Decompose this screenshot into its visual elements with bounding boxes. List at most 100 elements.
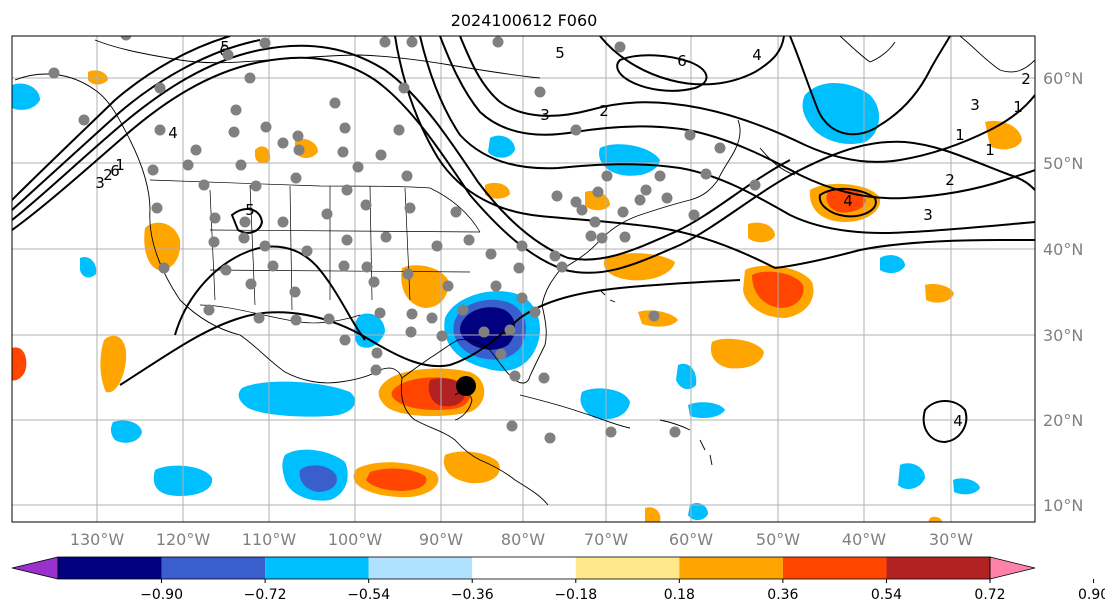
- contour-label: 4: [168, 124, 178, 142]
- station-dot: [688, 209, 700, 221]
- station-dot: [556, 261, 568, 273]
- height-contours: [12, 36, 1035, 444]
- station-dot: [601, 170, 613, 182]
- station-dot: [239, 216, 251, 228]
- station-dot: [222, 49, 234, 61]
- station-dot: [337, 146, 349, 158]
- colorbar-extend-high: [989, 556, 1036, 580]
- contour-label: 1: [1013, 98, 1023, 116]
- station-dot: [158, 262, 170, 274]
- contour-label: 2: [945, 171, 955, 189]
- latitude-labels: 60°N 50°N 40°N 30°N 20°N 10°N: [1043, 69, 1083, 515]
- station-dot: [339, 122, 351, 134]
- station-dot: [203, 304, 215, 316]
- station-dot: [267, 260, 279, 272]
- station-dot: [321, 208, 333, 220]
- contour-label: 3: [540, 106, 550, 124]
- longitude-label: 70°W: [584, 530, 628, 549]
- station-dot: [401, 170, 413, 182]
- colorbar-segment: [679, 557, 783, 579]
- station-dot: [379, 36, 391, 48]
- colorbar: −0.90 −0.72 −0.54 −0.36 −0.18 0.18 0.36 0.54 0.7…: [11, 556, 1105, 603]
- station-dot: [544, 432, 556, 444]
- station-dot: [617, 206, 629, 218]
- colorbar-segment: [368, 557, 473, 579]
- colorbar-segment: [886, 557, 990, 579]
- colorbar-label: −0.90: [140, 587, 183, 603]
- latitude-label: 40°N: [1043, 240, 1083, 259]
- station-dot: [640, 184, 652, 196]
- longitude-label: 90°W: [419, 530, 463, 549]
- station-dot: [368, 276, 380, 288]
- station-dot: [235, 159, 247, 171]
- station-dot: [371, 347, 383, 359]
- station-dot: [245, 278, 257, 290]
- station-dot: [190, 144, 202, 156]
- station-dot: [290, 172, 302, 184]
- longitude-label: 110°W: [242, 530, 297, 549]
- station-dot: [516, 240, 528, 252]
- latitude-label: 50°N: [1043, 154, 1083, 173]
- station-dot: [495, 348, 507, 360]
- contour-label: 6: [110, 162, 120, 180]
- colorbar-segment: [58, 557, 162, 579]
- station-dot: [220, 264, 232, 276]
- station-dot: [450, 206, 462, 218]
- station-dot: [209, 212, 221, 224]
- station-dot: [78, 114, 90, 126]
- station-dot: [404, 202, 416, 214]
- contour-label: 5: [245, 201, 255, 219]
- station-dot: [352, 161, 364, 173]
- station-dot: [380, 231, 392, 243]
- station-dot: [120, 36, 132, 41]
- station-dot: [154, 124, 166, 136]
- colorbar-segment: [161, 557, 266, 579]
- station-dot: [585, 230, 597, 242]
- colorbar-extend-low: [11, 556, 59, 580]
- longitude-label: 50°W: [756, 530, 800, 549]
- longitude-label: 120°W: [156, 530, 211, 549]
- colorbar-outline: [57, 556, 991, 580]
- contour-label: 2: [1021, 70, 1031, 88]
- contour-label: 4: [843, 192, 853, 210]
- station-dot: [238, 232, 250, 244]
- colorbar-label: −0.72: [244, 587, 287, 603]
- station-dot: [592, 186, 604, 198]
- station-dot: [570, 124, 582, 136]
- station-dot: [634, 194, 646, 206]
- station-dot: [375, 149, 387, 161]
- station-dot: [338, 260, 350, 272]
- station-dot: [442, 280, 454, 292]
- contour-label: 3: [923, 206, 933, 224]
- station-dot: [260, 121, 272, 133]
- station-dot: [277, 137, 289, 149]
- contour-label: 4: [752, 46, 762, 64]
- storm-center-marker: [456, 376, 476, 396]
- station-dot: [370, 364, 382, 376]
- station-dot: [405, 326, 417, 338]
- station-dot: [198, 179, 210, 191]
- station-dot: [398, 82, 410, 94]
- station-dot: [341, 234, 353, 246]
- station-dot: [619, 231, 631, 243]
- longitude-label: 100°W: [328, 530, 383, 549]
- station-dot: [406, 308, 418, 320]
- station-dot: [250, 180, 262, 192]
- station-dot: [436, 330, 448, 342]
- colorbar-label: 0.18: [664, 587, 695, 603]
- longitude-label: 60°W: [669, 530, 713, 549]
- station-dot: [290, 314, 302, 326]
- contour-label: 2: [599, 102, 609, 120]
- latitude-label: 10°N: [1043, 496, 1083, 515]
- contour-label: 5: [555, 44, 565, 62]
- station-dot: [253, 312, 265, 324]
- station-dot: [277, 216, 289, 228]
- station-dot: [700, 168, 712, 180]
- station-dot: [457, 304, 469, 316]
- colorbar-label: 0.72: [974, 587, 1005, 603]
- station-dot: [614, 41, 626, 53]
- station-dot: [485, 248, 497, 260]
- station-dot: [538, 372, 550, 384]
- map-frame: [11, 35, 1036, 523]
